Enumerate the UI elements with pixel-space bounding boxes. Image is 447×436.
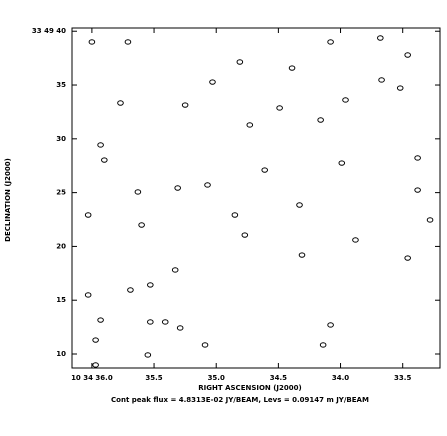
x-tick-label: 35.5 [145,374,162,382]
source-contour [246,122,254,128]
y-tick-label: 33 49 40 [32,27,66,35]
x-tick-label: 10 34 36.0 [71,374,113,382]
y-tick-label: 35 [56,81,66,89]
source-contour [276,105,283,111]
source-contour [201,342,209,348]
source-contour [414,155,421,161]
source-contour [181,102,189,108]
footer: Cont peak flux = 4.8313E-02 JY/BEAM, Lev… [111,396,369,404]
source-contour [97,317,104,323]
source-contour [101,157,108,163]
source-contour [327,322,334,328]
source-contour [352,237,359,243]
y-axis-label: DECLINATION (J2000) [4,158,12,242]
source-contour [124,39,132,45]
source-contour [84,292,92,298]
source-contour [338,160,346,166]
source-contour [377,35,384,41]
source-contour [117,100,124,106]
source-contour [84,212,92,218]
plot-frame [71,27,441,369]
source-contour [138,222,145,228]
source-contour [88,39,96,45]
source-contour [327,39,334,45]
y-tick-label: 10 [56,350,66,358]
source-contour [97,142,104,148]
source-contour [342,97,349,103]
source-contour [171,267,179,273]
source-contour [317,117,324,123]
source-contour [396,85,404,91]
source-contour [296,202,303,208]
source-contour [298,252,306,258]
source-contour [127,287,134,293]
source-contour [378,77,385,83]
y-tick-label: 30 [56,135,66,143]
source-contour [176,325,184,331]
source-contour [404,52,411,58]
source-contour [319,342,327,348]
source-contour [241,232,249,238]
source-contour [161,319,169,325]
source-contour [134,189,142,195]
source-contour [92,362,99,368]
source-contour [147,319,154,325]
x-tick-label: 34.0 [332,374,349,382]
x-tick-label: 33.5 [394,374,411,382]
x-tick-label: 34.5 [270,374,287,382]
source-contour [236,59,244,65]
y-tick-label: 25 [56,189,66,197]
source-contour [404,255,411,261]
source-contour [288,65,296,71]
source-contour [144,352,152,358]
source-contour [209,79,216,85]
source-contour [174,185,181,191]
y-tick-label: 15 [56,296,66,304]
source-contour [231,212,239,218]
source-contour [204,182,211,188]
y-tick-label: 20 [56,242,66,250]
source-contour [147,282,154,288]
x-tick-label: 35.0 [208,374,225,382]
source-contour [92,337,99,343]
x-axis-label: RIGHT ASCENSION (J2000) [198,384,301,392]
source-contour [426,217,434,223]
source-contour [414,187,421,193]
source-contour [261,167,269,173]
